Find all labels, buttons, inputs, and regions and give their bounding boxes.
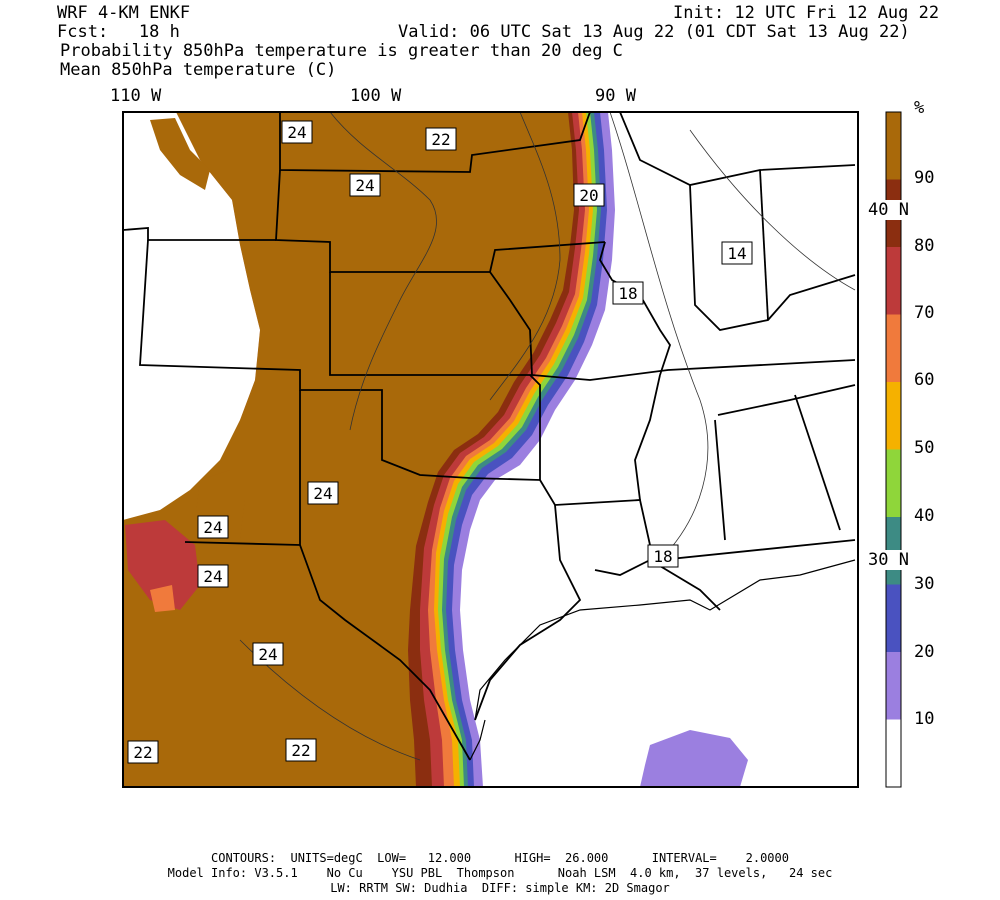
contour-label-layer: 24 22 24 20 14 18 24 24 24 24 18 22 22 (127, 120, 753, 764)
colorbar-unit: % (914, 98, 925, 118)
init-time: Init: 12 UTC Fri 12 Aug 22 (673, 3, 940, 23)
latitude-label-30n: 30 N (868, 550, 909, 570)
svg-text:18: 18 (618, 284, 637, 303)
colorbar-tick: 30 (914, 574, 935, 594)
southwest-orange-patch (150, 585, 175, 612)
svg-text:24: 24 (203, 567, 222, 586)
model-title: WRF 4-KM ENKF (57, 3, 191, 23)
colorbar-tick: 10 (914, 709, 935, 729)
forecast-hour: Fcst: 18 h (57, 22, 180, 42)
model-info: Model Info: V3.5.1 No Cu YSU PBL Thompso… (167, 866, 833, 880)
colorbar-tick: 90 (914, 168, 935, 188)
colorbar-swatch (886, 382, 901, 450)
contour-description: Mean 850hPa temperature (C) (60, 60, 337, 80)
field-description: Probability 850hPa temperature is greate… (60, 41, 623, 61)
contour-label: 20 (573, 183, 605, 207)
colorbar-tick: 70 (914, 303, 935, 323)
colorbar-frame (885, 111, 902, 788)
colorbar-swatch (886, 247, 901, 315)
gulf-prob-blob (640, 730, 748, 787)
latitude-label-40n: 40 N (868, 200, 909, 220)
svg-text:24: 24 (287, 123, 306, 142)
contour-label: 24 (307, 481, 339, 505)
longitude-label-90w: 90 W (595, 86, 636, 106)
contour-label: 24 (281, 120, 313, 144)
colorbar-swatch (886, 112, 901, 180)
svg-text:22: 22 (133, 743, 152, 762)
svg-text:18: 18 (653, 547, 672, 566)
contour-label: 18 (612, 281, 644, 305)
colorbar-tick: 20 (914, 642, 935, 662)
svg-text:14: 14 (727, 244, 746, 263)
state-boundaries (123, 112, 856, 761)
svg-text:20: 20 (579, 186, 598, 205)
colorbar-tick: 60 (914, 370, 935, 390)
svg-text:24: 24 (355, 176, 374, 195)
contour-label: 22 (425, 127, 457, 151)
contour-label: 24 (197, 564, 229, 588)
coastlines (469, 559, 856, 761)
svg-text:22: 22 (291, 741, 310, 760)
colorbar-tick: 40 (914, 506, 935, 526)
western-low-prob-area (123, 112, 260, 520)
colorbar-swatch (886, 652, 901, 720)
contour-label: 18 (647, 544, 679, 568)
svg-text:24: 24 (258, 645, 277, 664)
contour-label: 22 (127, 740, 159, 764)
colorbar-tick: 80 (914, 236, 935, 256)
prob-band-90 (123, 112, 574, 787)
contour-label: 14 (721, 241, 753, 265)
contour-info: CONTOURS: UNITS=degC LOW= 12.000 HIGH= 2… (211, 851, 789, 865)
svg-text:24: 24 (203, 518, 222, 537)
colorbar-swatch (886, 719, 901, 787)
colorbar-swatch (886, 314, 901, 382)
southwest-red-patch (125, 520, 200, 610)
colorbar-swatch (886, 584, 901, 652)
contour-label: 24 (252, 642, 284, 666)
longitude-label-100w: 100 W (350, 86, 402, 106)
contour-label: 24 (349, 173, 381, 197)
svg-text:22: 22 (431, 130, 450, 149)
physics-info: LW: RRTM SW: Dudhia DIFF: simple KM: 2D … (330, 881, 670, 895)
contour-label: 22 (285, 738, 317, 762)
svg-text:24: 24 (313, 484, 332, 503)
valid-time: Valid: 06 UTC Sat 13 Aug 22 (01 CDT Sat … (398, 22, 910, 42)
map-frame (122, 111, 859, 788)
colorbar-swatch (886, 449, 901, 517)
longitude-label-110w: 110 W (110, 86, 162, 106)
contour-label: 24 (197, 515, 229, 539)
colorbar-tick: 50 (914, 438, 935, 458)
west-speckle (150, 118, 210, 190)
